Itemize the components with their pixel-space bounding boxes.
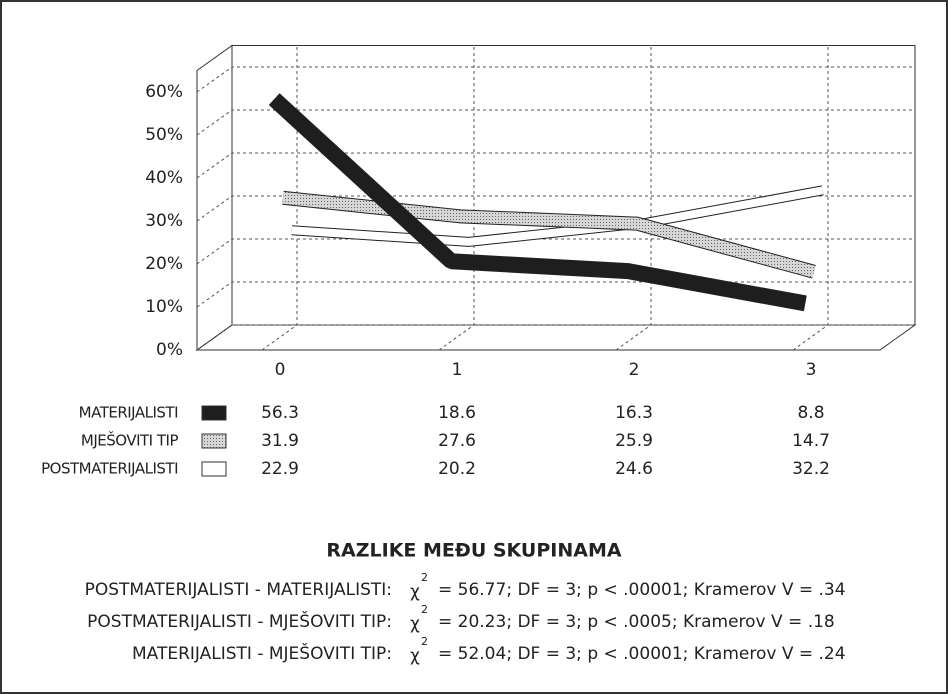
y-tick-label: 40%	[145, 168, 183, 188]
x-tick-label: 0	[275, 360, 286, 380]
legend-label: POSTMATERIJALISTI	[41, 460, 178, 478]
y-tick-label: 10%	[145, 297, 183, 317]
value-label: 22.9	[261, 459, 299, 479]
value-label: 31.9	[261, 431, 299, 451]
stats-text: = 52.04; DF = 3; p < .00001; Kramerov V …	[438, 644, 846, 664]
stats-text: = 20.23; DF = 3; p < .0005; Kramerov V =…	[438, 612, 835, 632]
grid-line	[196, 109, 915, 136]
legend-swatch	[201, 433, 227, 449]
value-label: 27.6	[438, 431, 476, 451]
legend-label: MATERIJALISTI	[79, 404, 178, 422]
value-label: 24.6	[615, 459, 653, 479]
stats-text: = 56.77; DF = 3; p < .00001; Kramerov V …	[438, 580, 846, 600]
grid-line	[615, 45, 652, 351]
stats-title: RAZLIKE MEĐU SKUPINAMA	[326, 540, 621, 562]
grid-line	[196, 195, 915, 222]
legend-label: MJEŠOVITI TIP	[81, 431, 179, 450]
value-label: 18.6	[438, 403, 476, 423]
grid-line	[438, 45, 475, 351]
stats-symbol: χ	[410, 614, 420, 634]
y-tick-label: 0%	[156, 340, 183, 360]
stats-sup: 2	[421, 635, 428, 648]
stats-symbol: χ	[410, 646, 420, 666]
x-tick-label: 1	[452, 360, 463, 380]
stats-symbol: χ	[410, 582, 420, 602]
y-tick-label: 50%	[145, 125, 183, 145]
x-tick-label: 2	[629, 360, 640, 380]
stats-pair: MATERIJALISTI - MJEŠOVITI TIP:	[132, 642, 392, 664]
value-label: 16.3	[615, 403, 653, 423]
grid-line	[261, 45, 298, 351]
line	[269, 93, 807, 311]
line	[282, 191, 816, 278]
stats-pair: POSTMATERIJALISTI - MATERIJALISTI:	[85, 580, 392, 600]
x-tick-label: 3	[806, 360, 817, 380]
value-label: 56.3	[261, 403, 299, 423]
value-label: 20.2	[438, 459, 476, 479]
legend-swatch	[201, 405, 227, 421]
value-label: 25.9	[615, 431, 653, 451]
value-label: 32.2	[792, 459, 830, 479]
y-tick-label: 60%	[145, 82, 183, 102]
grid-line	[196, 152, 915, 179]
stats-pair: POSTMATERIJALISTI - MJEŠOVITI TIP:	[87, 610, 392, 632]
stats-sup: 2	[421, 603, 428, 616]
value-label: 8.8	[797, 403, 824, 423]
stats-sup: 2	[421, 571, 428, 584]
grid-line	[196, 66, 915, 93]
line	[291, 186, 824, 246]
value-label: 14.7	[792, 431, 830, 451]
y-tick-label: 30%	[145, 211, 183, 231]
y-tick-label: 20%	[145, 254, 183, 274]
legend-swatch	[201, 461, 227, 477]
grid-line	[792, 45, 829, 351]
grid-line	[196, 324, 915, 351]
